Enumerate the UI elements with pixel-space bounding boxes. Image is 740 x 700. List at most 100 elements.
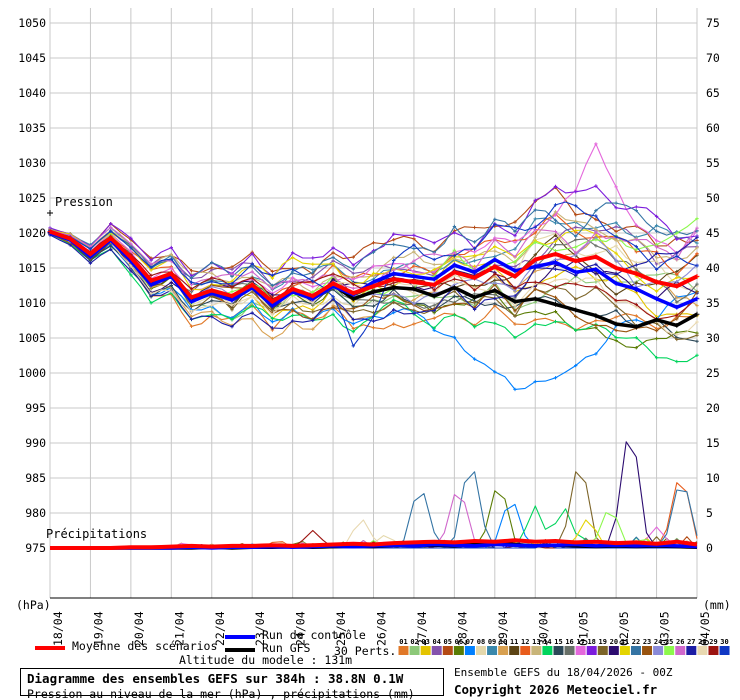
perturbation-number-label: 28 [698,638,706,646]
perturbation-color-swatch [431,646,442,655]
x-axis-date-label: 02/05 [617,611,631,646]
left-axis-tick-label: 985 [25,471,46,485]
chart-subtitle: Pression au niveau de la mer (hPa) , pré… [27,687,415,700]
x-axis-date-label: 21/04 [172,611,186,646]
left-axis-tick-label: 990 [25,436,46,450]
legend-gfs-label: Run GFS [262,641,311,655]
right-axis-tick-label: 5 [706,506,713,520]
x-axis-date-label: 01/05 [577,611,591,646]
perturbation-number-label: 16 [565,638,573,646]
perturbation-number-label: 20 [610,638,618,646]
right-axis-tick-label: 15 [706,436,720,450]
perturbation-number-label: 04 [432,638,440,646]
perturbation-color-swatch [686,646,697,655]
right-axis-tick-label: 25 [706,366,720,380]
perturbation-number-label: 08 [477,638,485,646]
legend-perturbations-label: 30 Perts. [334,644,397,658]
x-axis-date-label: 23/04 [253,611,267,646]
right-axis-tick-label: 35 [706,296,720,310]
perturbation-color-swatch [675,646,686,655]
legend-control-label: Run de contrôle [262,628,366,642]
right-axis-tick-label: 10 [706,471,720,485]
left-axis-tick-label: 1010 [18,296,46,310]
perturbation-color-swatch [498,646,509,655]
x-axis-date-label: 29/04 [496,611,510,646]
perturbation-number-label: 17 [576,638,584,646]
x-axis-date-label: 03/05 [658,611,672,646]
perturbation-color-swatch [464,646,475,655]
x-axis-date-label: 24/04 [294,611,308,646]
left-axis-tick-label: 1020 [18,226,46,240]
right-axis-tick-label: 60 [706,121,720,135]
perturbation-color-swatch [642,646,653,655]
perturbation-color-swatch [453,646,464,655]
perturbation-number-label: 21 [621,638,629,646]
right-axis-tick-label: 55 [706,156,720,170]
mean-pressure-markers [47,229,700,304]
copyright-text: Copyright 2026 Meteociel.fr [454,682,658,697]
perturbation-number-label: 30 [720,638,728,646]
right-axis-tick-label: 70 [706,51,720,65]
x-axis-date-label: 20/04 [132,611,146,646]
perturbation-number-label: 09 [488,638,496,646]
perturbation-color-swatch [586,646,597,655]
perturbation-number-label: 15 [554,638,562,646]
left-axis-tick-label: 980 [25,506,46,520]
legend-mean-swatch [35,646,65,650]
perturbation-color-swatch [608,646,619,655]
right-axis-tick-label: 30 [706,331,720,345]
perturbation-color-swatch [630,646,641,655]
left-axis-tick-label: 1030 [18,156,46,170]
x-axis-date-label: 19/04 [91,611,105,646]
perturbation-number-label: 03 [421,638,429,646]
pressure-axis-marker [47,210,53,216]
perturbation-number-label: 27 [687,638,695,646]
left-axis-tick-label: 975 [25,541,46,555]
perturbation-number-label: 25 [665,638,673,646]
x-axis-date-label: 22/04 [213,611,227,646]
left-axis-tick-label: 1025 [18,191,46,205]
perturbation-number-label: 11 [510,638,518,646]
perturbation-number-label: 23 [643,638,651,646]
perturbation-color-swatch [509,646,520,655]
perturbation-number-label: 02 [410,638,418,646]
right-axis-tick-label: 75 [706,16,720,30]
perturbation-number-label: 06 [455,638,463,646]
perturbation-color-swatch [420,646,431,655]
left-axis-tick-label: 1015 [18,261,46,275]
perturbation-color-swatch [597,646,608,655]
left-axis-tick-label: 1035 [18,121,46,135]
perturbation-number-label: 29 [709,638,717,646]
perturbation-color-swatch [619,646,630,655]
perturbation-color-swatch [719,646,730,655]
left-axis-unit-label: (hPa) [16,598,51,612]
x-axis-date-label: 27/04 [415,611,429,646]
perturbation-color-swatch [409,646,420,655]
left-axis-tick-label: 1005 [18,331,46,345]
x-axis-date-label: 25/04 [334,611,348,646]
mean-precip-line [50,538,698,550]
perturbation-color-swatch [475,646,486,655]
perturbation-color-swatch [664,646,675,655]
legend-gfs-swatch [225,648,255,652]
perturbation-color-swatch [542,646,553,655]
x-axis-date-label: 26/04 [375,611,389,646]
perturbation-color-swatch [697,646,708,655]
legend-mean-label: Moyenne des scénarios [72,639,218,653]
perturbation-number-label: 10 [499,638,507,646]
left-axis-tick-label: 1045 [18,51,46,65]
perturbation-number-label: 12 [521,638,529,646]
right-axis-tick-label: 65 [706,86,720,100]
precipitation-section-label: Précipitations [46,527,148,541]
perturbation-color-swatch [564,646,575,655]
perturbation-color-swatch [398,646,409,655]
pressure-section-label: Pression [55,195,113,209]
perturbation-number-label: 18 [587,638,595,646]
model-altitude-note: Altitude du modele : 131m [179,653,353,667]
left-axis-tick-label: 1040 [18,86,46,100]
chart-title: Diagramme des ensembles GEFS sur 384h : … [27,671,404,686]
perturbation-number-label: 24 [654,638,662,646]
run-info-text: Ensemble GEFS du 18/04/2026 - 00Z [454,666,673,679]
right-axis-unit-label: (mm) [703,598,731,612]
right-axis-tick-label: 50 [706,191,720,205]
